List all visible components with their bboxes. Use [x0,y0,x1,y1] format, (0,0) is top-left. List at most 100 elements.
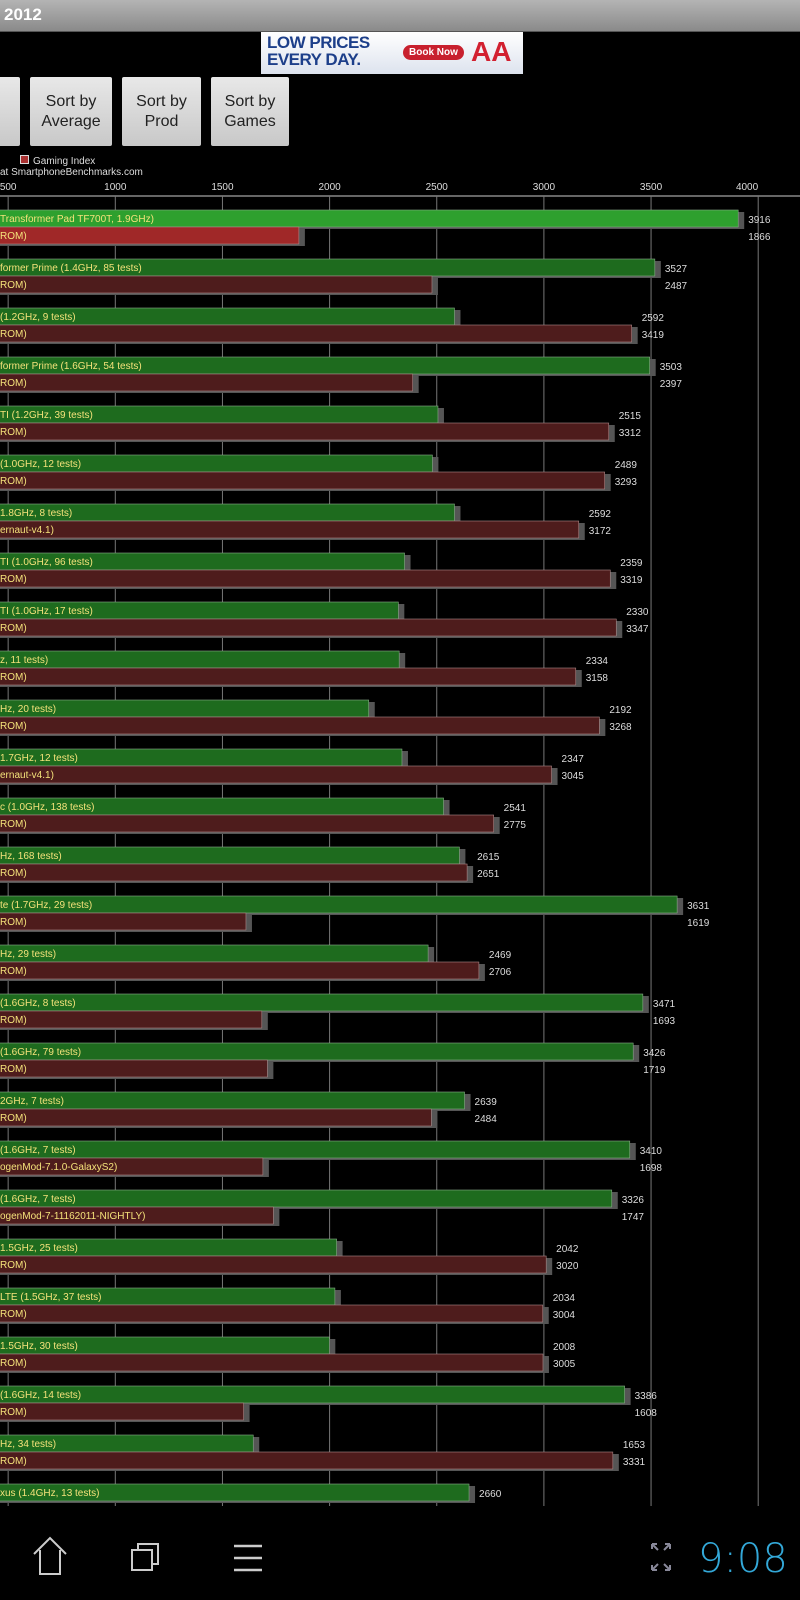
green-value-label: 3916 [748,215,771,226]
green-bar-label: (1.6GHz, 7 tests) [0,1194,76,1205]
red-bar-label: ROM) [0,819,27,830]
green-bar [0,1189,613,1208]
green-bar-label: (1.6GHz, 8 tests) [0,998,76,1009]
green-bar [0,650,400,669]
menu-icon[interactable] [234,1544,262,1572]
ad-banner[interactable]: LOW PRICES EVERY DAY. Book Now AA [261,32,523,74]
red-value-label: 3293 [615,477,638,488]
red-bar-label: ROM) [0,378,27,389]
red-bar [0,667,577,686]
red-bar-label: ROM) [0,280,27,291]
legend-source: at SmartphoneBenchmarks.com [0,167,143,178]
bar-chart: 500 1000 1500 2000 2500 3000 3500 4000 Transform… [0,182,800,1506]
red-value-label: 1866 [748,232,771,243]
red-bar-label: ogenMod-7-11162011-NIGHTLY) [0,1211,145,1222]
red-bar-label: ROM) [0,329,27,340]
red-value-label: 1747 [622,1212,645,1223]
green-value-label: 2660 [479,1489,502,1500]
recent-apps-icon[interactable] [131,1543,159,1571]
green-bar-label: 1.5GHz, 30 tests) [0,1341,78,1352]
ad-line1: LOW PRICES [267,33,370,52]
green-value-label: 2615 [477,852,500,863]
green-bar [0,1483,470,1502]
sort-by-prod-button[interactable]: Sort by Prod [122,77,201,146]
red-bar [0,1157,264,1176]
home-icon[interactable] [33,1536,67,1575]
title-bar: 2012 [0,0,800,32]
red-bar-label: ROM) [0,1309,27,1320]
tick-label: 2000 [318,182,341,193]
red-bar-label: ROM) [0,1064,27,1075]
green-bar-label: Hz, 29 tests) [0,949,56,960]
red-bar-label: ROM) [0,1407,27,1418]
red-bar [0,912,247,931]
green-value-label: 2592 [642,313,665,324]
sort-by-average-button[interactable]: Sort by Average [30,77,112,146]
red-bar-label: ernaut-v4.1) [0,525,54,536]
red-bar [0,1010,263,1029]
green-bar-label: (1.6GHz, 7 tests) [0,1145,76,1156]
red-bar-label: ROM) [0,917,27,928]
red-bar [0,520,580,539]
red-value-label: 1719 [643,1065,666,1076]
red-value-label: 3419 [642,330,665,341]
red-bar-label: ROM) [0,231,27,242]
red-bar [0,814,494,833]
sort-button-partial[interactable] [0,77,20,146]
green-bar-label: Transformer Pad TF700T, 1.9GHz) [0,214,154,225]
red-bar-label: ROM) [0,574,27,585]
red-value-label: 3268 [609,722,632,733]
red-value-label: 3158 [586,673,609,684]
sort-by-games-button[interactable]: Sort by Games [211,77,289,146]
red-bar-label: ROM) [0,868,27,879]
green-bar [0,209,739,228]
ad-logo: AA [471,36,512,67]
red-value-label: 3319 [620,575,643,586]
red-bar [0,324,632,343]
clock: 9:08 [698,1536,788,1582]
green-bar-label: 2GHz, 7 tests) [0,1096,64,1107]
green-bar-label: Hz, 168 tests) [0,851,62,862]
green-bar-label: te (1.7GHz, 29 tests) [0,900,92,911]
green-value-label: 2042 [556,1244,579,1255]
green-bar-label: 1.5GHz, 25 tests) [0,1243,78,1254]
red-value-label: 3312 [619,428,642,439]
tick-label: 3500 [640,182,663,193]
red-value-label: 2397 [660,379,683,390]
red-bar [0,716,600,735]
red-bar [0,765,552,784]
green-value-label: 3386 [635,1391,658,1402]
green-bar-label: 1.7GHz, 12 tests) [0,753,78,764]
fullscreen-icon[interactable] [651,1543,671,1571]
red-bar [0,961,480,980]
green-value-label: 2489 [615,460,638,471]
red-bar [0,1353,544,1372]
red-value-label: 2484 [475,1114,498,1125]
green-value-label: 2008 [553,1342,576,1353]
green-bar-label: z, 11 tests) [0,655,48,666]
green-bar-label: TI (1.0GHz, 17 tests) [0,606,93,617]
green-bar-label: c (1.0GHz, 138 tests) [0,802,94,813]
green-value-label: 3410 [640,1146,663,1157]
red-bar-label: ROM) [0,672,27,683]
green-value-label: 2639 [475,1097,498,1108]
red-value-label: 1608 [635,1408,658,1419]
red-bar-label: ROM) [0,1015,27,1026]
green-bar-label: TI (1.2GHz, 39 tests) [0,410,93,421]
red-bar [0,1304,544,1323]
red-value-label: 1619 [687,918,710,929]
green-value-label: 3471 [653,999,676,1010]
red-value-label: 2651 [477,869,500,880]
green-value-label: 2334 [586,656,609,667]
red-bar [0,863,468,882]
red-bar-label: ROM) [0,1358,27,1369]
red-bar [0,618,617,637]
ad-book-button[interactable]: Book Now [403,45,464,60]
tick-label: 4000 [736,182,759,193]
tick-label: 2500 [426,182,449,193]
red-bar-label: ROM) [0,427,27,438]
red-bar [0,275,433,294]
green-value-label: 3426 [643,1048,666,1059]
green-bar [0,1042,634,1061]
red-value-label: 2487 [665,281,688,292]
